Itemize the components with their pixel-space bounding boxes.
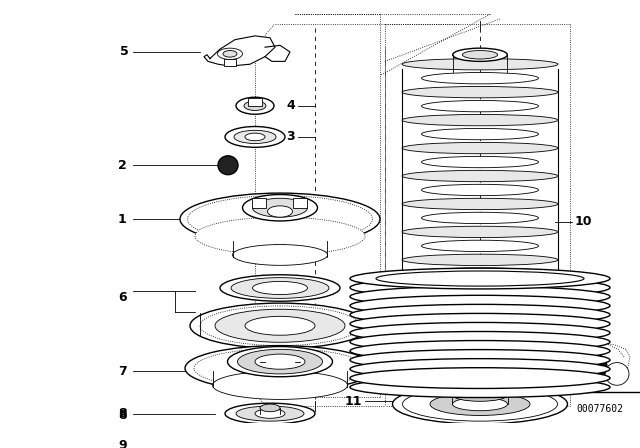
Ellipse shape bbox=[220, 426, 320, 447]
Text: 9: 9 bbox=[118, 439, 127, 448]
Circle shape bbox=[605, 362, 629, 385]
Ellipse shape bbox=[232, 245, 328, 265]
Ellipse shape bbox=[188, 195, 372, 243]
Circle shape bbox=[218, 156, 238, 175]
Ellipse shape bbox=[194, 349, 366, 388]
Ellipse shape bbox=[225, 403, 315, 424]
Ellipse shape bbox=[230, 437, 310, 448]
Ellipse shape bbox=[212, 371, 348, 400]
Ellipse shape bbox=[422, 129, 538, 140]
Text: 11: 11 bbox=[344, 395, 362, 408]
Ellipse shape bbox=[402, 268, 558, 280]
Ellipse shape bbox=[350, 340, 610, 362]
Ellipse shape bbox=[452, 388, 508, 401]
Ellipse shape bbox=[350, 359, 610, 379]
Ellipse shape bbox=[195, 217, 365, 255]
Ellipse shape bbox=[350, 323, 610, 343]
Ellipse shape bbox=[220, 275, 340, 301]
Ellipse shape bbox=[218, 48, 243, 60]
Polygon shape bbox=[265, 45, 290, 61]
Ellipse shape bbox=[403, 387, 557, 421]
Text: 10: 10 bbox=[575, 215, 593, 228]
Ellipse shape bbox=[220, 435, 320, 448]
Ellipse shape bbox=[255, 409, 285, 418]
Ellipse shape bbox=[402, 170, 558, 182]
Ellipse shape bbox=[402, 198, 558, 210]
Ellipse shape bbox=[402, 142, 558, 154]
Ellipse shape bbox=[237, 349, 323, 374]
Ellipse shape bbox=[245, 133, 265, 141]
Ellipse shape bbox=[190, 303, 370, 349]
Ellipse shape bbox=[350, 295, 610, 316]
Ellipse shape bbox=[253, 281, 307, 295]
Ellipse shape bbox=[402, 226, 558, 237]
Ellipse shape bbox=[350, 268, 610, 289]
Ellipse shape bbox=[402, 254, 558, 266]
Ellipse shape bbox=[422, 184, 538, 196]
Ellipse shape bbox=[350, 304, 610, 325]
Ellipse shape bbox=[236, 406, 304, 421]
Ellipse shape bbox=[402, 59, 558, 70]
Ellipse shape bbox=[452, 48, 508, 61]
Ellipse shape bbox=[376, 271, 584, 286]
Text: 6: 6 bbox=[118, 291, 127, 304]
Ellipse shape bbox=[430, 393, 530, 415]
Text: 1: 1 bbox=[118, 212, 127, 225]
Circle shape bbox=[579, 353, 607, 379]
Ellipse shape bbox=[234, 130, 276, 143]
Ellipse shape bbox=[463, 51, 497, 59]
Ellipse shape bbox=[422, 100, 538, 112]
Ellipse shape bbox=[452, 397, 508, 411]
Ellipse shape bbox=[260, 404, 280, 412]
Ellipse shape bbox=[236, 97, 274, 114]
Text: 4: 4 bbox=[286, 99, 295, 112]
Ellipse shape bbox=[402, 86, 558, 98]
Ellipse shape bbox=[200, 306, 360, 345]
Text: 00077602: 00077602 bbox=[577, 404, 623, 414]
Ellipse shape bbox=[350, 332, 610, 352]
Ellipse shape bbox=[350, 314, 610, 334]
Ellipse shape bbox=[231, 278, 329, 298]
Polygon shape bbox=[204, 36, 275, 66]
Ellipse shape bbox=[220, 445, 320, 448]
Ellipse shape bbox=[225, 445, 315, 448]
Ellipse shape bbox=[392, 384, 568, 424]
Ellipse shape bbox=[350, 277, 610, 298]
Ellipse shape bbox=[422, 73, 538, 84]
Ellipse shape bbox=[422, 156, 538, 168]
Circle shape bbox=[563, 366, 587, 389]
Ellipse shape bbox=[350, 368, 610, 388]
Ellipse shape bbox=[350, 377, 610, 397]
Text: 5: 5 bbox=[120, 45, 129, 58]
Ellipse shape bbox=[180, 193, 380, 245]
Ellipse shape bbox=[227, 347, 333, 377]
Ellipse shape bbox=[422, 268, 538, 280]
Ellipse shape bbox=[422, 240, 538, 251]
Ellipse shape bbox=[350, 286, 610, 307]
Ellipse shape bbox=[243, 194, 317, 221]
Text: 3: 3 bbox=[286, 130, 295, 143]
Ellipse shape bbox=[350, 349, 610, 370]
Ellipse shape bbox=[185, 345, 375, 391]
Ellipse shape bbox=[253, 198, 307, 217]
Bar bbox=[252, 198, 266, 208]
Ellipse shape bbox=[422, 270, 538, 278]
Ellipse shape bbox=[223, 51, 237, 57]
Text: 2: 2 bbox=[118, 159, 127, 172]
Bar bbox=[248, 98, 262, 106]
Ellipse shape bbox=[422, 212, 538, 224]
Ellipse shape bbox=[225, 126, 285, 147]
Ellipse shape bbox=[245, 316, 315, 335]
Text: 7: 7 bbox=[118, 365, 127, 378]
Text: 8: 8 bbox=[118, 407, 127, 420]
Bar bbox=[224, 59, 236, 66]
Bar bbox=[293, 198, 307, 208]
Ellipse shape bbox=[215, 309, 345, 342]
Ellipse shape bbox=[255, 354, 305, 369]
Text: 8: 8 bbox=[118, 409, 127, 422]
Ellipse shape bbox=[402, 114, 558, 126]
Ellipse shape bbox=[268, 206, 292, 217]
Ellipse shape bbox=[244, 101, 266, 111]
